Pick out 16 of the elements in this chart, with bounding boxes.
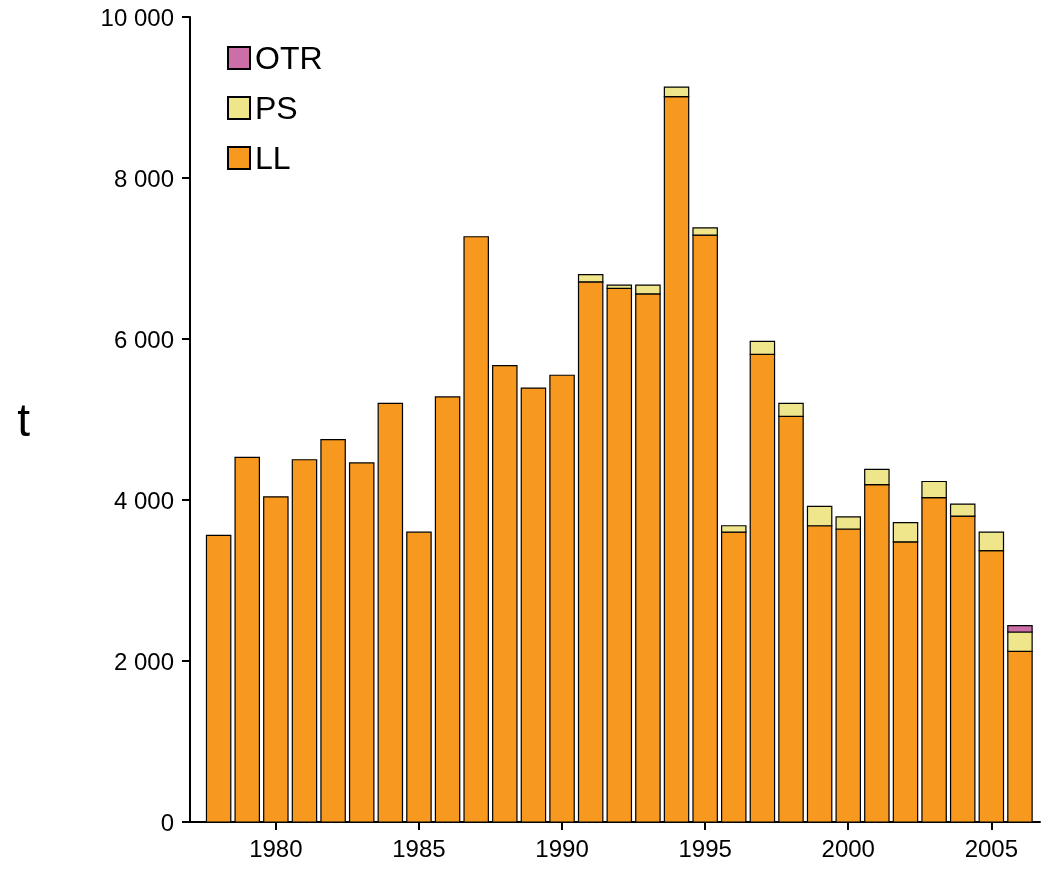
x-tick-label: 1980 [249,834,303,862]
y-tick-label: 6 000 [113,325,174,353]
y-tick-label: 10 000 [100,3,174,31]
x-tick-label: 2005 [964,834,1019,862]
x-tick-label: 2000 [821,834,875,862]
legend-label: LL [255,140,291,176]
x-tick-label: 1990 [535,834,589,862]
y-tick-label: 2 000 [113,647,174,675]
y-tick-label: 4 000 [113,486,174,514]
y-tick-label: 0 [160,808,174,836]
legend-label: OTR [255,40,323,76]
y-tick-label: 8 000 [113,164,174,192]
y-axis-title: t [17,393,31,446]
x-tick-label: 1985 [392,834,446,862]
x-tick-label: 1995 [678,834,732,862]
legend-label: PS [255,90,298,126]
